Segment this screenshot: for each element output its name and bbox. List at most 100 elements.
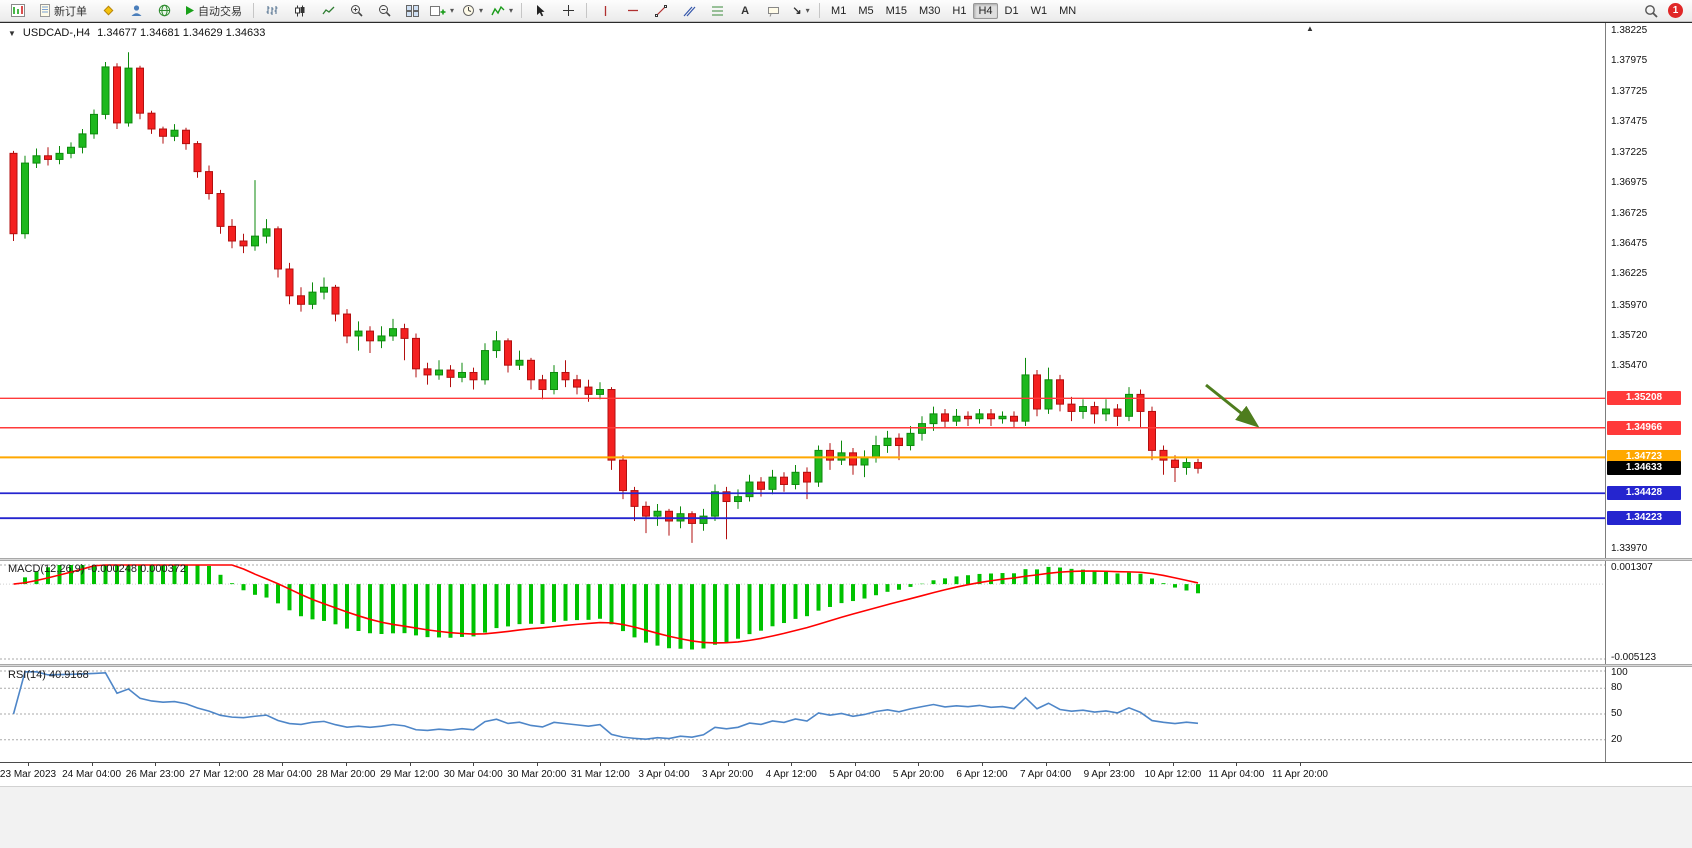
timeframe-group: M1 M5 M15 M30 H1 H4 D1 W1 MN xyxy=(825,2,1082,19)
new-chart-button[interactable] xyxy=(5,1,31,21)
horizontal-line-icon xyxy=(628,9,639,12)
metaeditor-button[interactable] xyxy=(95,1,121,21)
trendline-tool-button[interactable] xyxy=(648,1,674,21)
time-axis-tick xyxy=(28,763,29,766)
timeframe-h4-button[interactable]: H4 xyxy=(973,2,998,19)
arrows-dropdown[interactable]: ↘ ▾ xyxy=(788,1,814,21)
price-axis-label: 1.38225 xyxy=(1611,25,1648,36)
current-price-badge: 1.34633 xyxy=(1607,461,1681,476)
time-axis-tick xyxy=(727,763,729,766)
fibonacci-tool-button[interactable] xyxy=(704,1,730,21)
time-axis-label: 6 Apr 12:00 xyxy=(956,769,1008,780)
rsi-plot[interactable] xyxy=(0,667,1605,762)
indicator-icon xyxy=(491,5,505,15)
time-axis-tick xyxy=(473,763,475,766)
panel-divider[interactable] xyxy=(0,664,1692,667)
time-axis-label: 31 Mar 12:00 xyxy=(570,769,630,780)
timeframe-d1-button[interactable]: D1 xyxy=(1004,4,1019,17)
tile-windows-button[interactable] xyxy=(399,1,425,21)
time-axis-label: 28 Mar 04:00 xyxy=(252,769,312,780)
time-axis[interactable]: 23 Mar 2023 24 Mar 04:00 26 Mar 23:00 27 Ma… xyxy=(0,762,1692,787)
autotrading-label: 自动交易 xyxy=(198,5,242,18)
indicators-dropdown[interactable]: ▾ xyxy=(488,1,516,21)
vertical-line-icon xyxy=(604,5,606,16)
time-axis-label: 9 Apr 23:00 xyxy=(1083,769,1135,780)
price-axis-label: 1.36225 xyxy=(1611,268,1648,280)
crosshair-button[interactable] xyxy=(555,1,581,21)
panel-divider[interactable] xyxy=(0,558,1692,561)
macd-axis[interactable]: 0.001307 -0.005123 xyxy=(1605,561,1692,664)
new-window-dropdown[interactable]: ▾ xyxy=(427,1,457,21)
text-label-tool-button[interactable] xyxy=(760,1,786,21)
line-chart-mode-button[interactable] xyxy=(315,1,341,21)
zoom-in-button[interactable] xyxy=(343,1,369,21)
price-axis-label: 1.35970 xyxy=(1611,299,1648,311)
time-axis-tick xyxy=(664,763,665,766)
time-axis-label: 23 Mar 2023 xyxy=(0,769,57,780)
macd-axis-min: -0.005123 xyxy=(1611,652,1657,663)
time-axis-tick xyxy=(155,763,157,766)
timeframe-w1-button[interactable]: W1 xyxy=(1030,4,1048,17)
symbol-period-label: USDCAD-,H4 xyxy=(22,27,91,39)
zoom-out-icon xyxy=(378,5,391,17)
chevron-down-icon: ▾ xyxy=(509,6,514,15)
time-axis-tick xyxy=(536,763,538,766)
time-axis-tick xyxy=(409,763,411,766)
profile-icon xyxy=(131,5,141,16)
cursor-icon xyxy=(536,5,545,17)
time-axis-label: 27 Mar 12:00 xyxy=(189,769,249,780)
price-axis-label: 1.35470 xyxy=(1611,360,1648,372)
time-axis-label: 26 Mar 23:00 xyxy=(125,769,185,780)
chevron-down-icon: ▾ xyxy=(450,6,455,15)
bar-chart-mode-button[interactable] xyxy=(259,1,285,21)
time-axis-label: 24 Mar 04:00 xyxy=(62,769,122,780)
vertical-line-tool-button[interactable] xyxy=(592,1,618,21)
time-axis-tick xyxy=(1045,763,1047,766)
time-axis-tick xyxy=(91,763,93,766)
chevron-down-icon: ▾ xyxy=(805,6,810,15)
chart-title: ▼ USDCAD-,H4 1.34677 1.34681 1.34629 1.3… xyxy=(8,27,265,39)
text-tool-button[interactable]: A xyxy=(732,1,758,21)
candlestick-mode-button[interactable] xyxy=(287,1,313,21)
search-button[interactable] xyxy=(1638,1,1664,21)
notification-badge[interactable]: 1 xyxy=(1668,3,1683,18)
trendline-icon xyxy=(655,4,668,17)
macd-panel: MACD(12,26,9) -0.000248 0.000372 0.00130… xyxy=(0,561,1692,664)
toolbar-separator xyxy=(253,3,254,18)
macd-plot[interactable] xyxy=(0,561,1605,664)
community-button[interactable] xyxy=(151,1,177,21)
rsi-axis[interactable]: 100 80 50 20 xyxy=(1605,667,1692,762)
zoom-in-icon xyxy=(350,5,363,17)
price-line-badge: 1.34223 xyxy=(1607,511,1681,526)
chart-shift-marker[interactable]: ▲ xyxy=(1306,24,1314,33)
zoom-out-button[interactable] xyxy=(371,1,397,21)
time-axis-tick xyxy=(1300,763,1301,766)
price-axis[interactable]: 1.38225 1.37975 1.37725 1.37475 1.37225 1.369… xyxy=(1605,23,1692,559)
timeframe-h1-button[interactable]: H1 xyxy=(952,4,967,17)
price-axis-label: 1.37975 xyxy=(1611,55,1648,67)
profile-button[interactable] xyxy=(123,1,149,21)
time-axis-tick xyxy=(600,763,602,766)
timeframe-mn-button[interactable]: MN xyxy=(1059,4,1077,17)
toolbar-separator xyxy=(586,3,588,18)
timeframe-m15-button[interactable]: M15 xyxy=(885,4,908,17)
timeframe-m5-button[interactable]: M5 xyxy=(858,4,874,17)
time-axis-tick xyxy=(918,763,920,766)
autotrading-button[interactable]: 自动交易 xyxy=(179,1,248,21)
cursor-button[interactable] xyxy=(527,1,553,21)
channel-tool-button[interactable] xyxy=(676,1,702,21)
symbol-dropdown-icon[interactable]: ▼ xyxy=(8,28,16,38)
time-axis-label: 5 Apr 20:00 xyxy=(892,769,944,780)
horizontal-line-tool-button[interactable] xyxy=(620,1,646,21)
fibonacci-icon xyxy=(711,6,723,15)
price-axis-label: 1.37725 xyxy=(1611,85,1648,97)
period-dropdown[interactable]: ▾ xyxy=(459,1,486,21)
timeframe-m1-button[interactable]: M1 xyxy=(831,4,847,17)
new-order-icon xyxy=(40,4,50,17)
time-axis-label: 3 Apr 04:00 xyxy=(638,769,690,780)
channel-icon xyxy=(683,6,695,16)
timeframe-m30-button[interactable]: M30 xyxy=(919,4,941,17)
time-axis-tick xyxy=(854,763,856,766)
new-order-button[interactable]: 新订单 xyxy=(33,1,93,21)
main-chart-plot[interactable] xyxy=(0,23,1605,559)
